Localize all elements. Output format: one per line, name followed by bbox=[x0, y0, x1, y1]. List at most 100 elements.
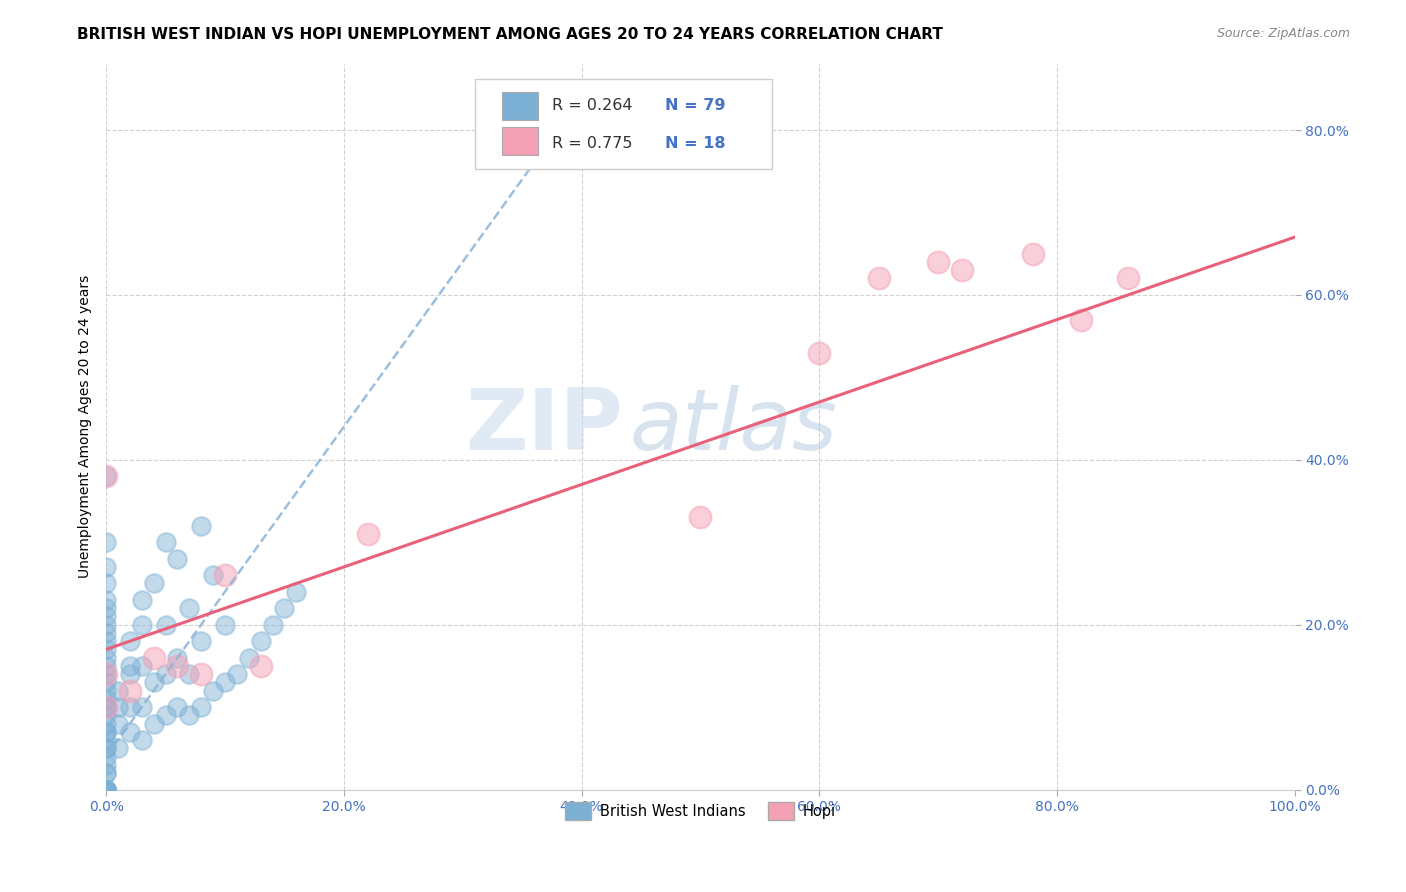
Legend: British West Indians, Hopi: British West Indians, Hopi bbox=[560, 797, 841, 826]
Point bbox=[107, 700, 129, 714]
Point bbox=[107, 741, 129, 756]
Point bbox=[96, 691, 118, 706]
Text: ZIP: ZIP bbox=[465, 385, 623, 468]
Point bbox=[249, 659, 271, 673]
Point bbox=[96, 749, 118, 764]
Point bbox=[96, 601, 118, 615]
Point bbox=[96, 609, 118, 624]
Point bbox=[118, 724, 141, 739]
Point bbox=[214, 617, 236, 632]
Point bbox=[96, 708, 118, 723]
Point bbox=[166, 650, 188, 665]
Point bbox=[131, 593, 153, 607]
Point bbox=[142, 716, 165, 731]
Point bbox=[179, 601, 201, 615]
Point bbox=[131, 733, 153, 747]
Text: BRITISH WEST INDIAN VS HOPI UNEMPLOYMENT AMONG AGES 20 TO 24 YEARS CORRELATION C: BRITISH WEST INDIAN VS HOPI UNEMPLOYMENT… bbox=[77, 27, 943, 42]
Point bbox=[96, 683, 118, 698]
Point bbox=[96, 782, 118, 797]
FancyBboxPatch shape bbox=[502, 128, 537, 154]
Point bbox=[249, 634, 271, 648]
FancyBboxPatch shape bbox=[502, 93, 537, 120]
Point bbox=[96, 675, 118, 690]
Point bbox=[96, 782, 118, 797]
Point bbox=[96, 766, 118, 780]
Point bbox=[96, 469, 118, 483]
Point bbox=[96, 757, 118, 772]
Text: R = 0.264: R = 0.264 bbox=[551, 98, 643, 113]
Point bbox=[96, 716, 118, 731]
Point bbox=[96, 667, 118, 681]
Point bbox=[107, 683, 129, 698]
Point bbox=[190, 634, 212, 648]
Point bbox=[96, 626, 118, 640]
Point bbox=[96, 700, 118, 714]
Point bbox=[1070, 312, 1092, 326]
Point bbox=[118, 683, 141, 698]
Point bbox=[96, 650, 118, 665]
Point bbox=[927, 255, 949, 269]
Point bbox=[166, 659, 188, 673]
Text: atlas: atlas bbox=[628, 385, 837, 468]
Point bbox=[118, 634, 141, 648]
Point bbox=[131, 700, 153, 714]
Point bbox=[166, 700, 188, 714]
Point bbox=[96, 724, 118, 739]
Point bbox=[190, 667, 212, 681]
Point bbox=[142, 650, 165, 665]
Point bbox=[96, 782, 118, 797]
Point bbox=[96, 741, 118, 756]
Point bbox=[118, 667, 141, 681]
Point bbox=[190, 700, 212, 714]
Point bbox=[155, 617, 177, 632]
FancyBboxPatch shape bbox=[475, 78, 772, 169]
Point bbox=[356, 527, 378, 541]
Point bbox=[96, 724, 118, 739]
Point bbox=[96, 782, 118, 797]
Point bbox=[155, 535, 177, 549]
Point bbox=[118, 659, 141, 673]
Point bbox=[96, 659, 118, 673]
Point bbox=[142, 675, 165, 690]
Point bbox=[262, 617, 284, 632]
Point bbox=[96, 667, 118, 681]
Text: N = 79: N = 79 bbox=[665, 98, 725, 113]
Point bbox=[202, 568, 225, 582]
Point bbox=[131, 617, 153, 632]
Point bbox=[155, 708, 177, 723]
Point bbox=[868, 271, 890, 285]
Text: N = 18: N = 18 bbox=[665, 136, 725, 152]
Point bbox=[166, 551, 188, 566]
Point bbox=[96, 733, 118, 747]
Point bbox=[96, 766, 118, 780]
Point bbox=[155, 667, 177, 681]
Point bbox=[96, 782, 118, 797]
Point bbox=[285, 584, 308, 599]
Point bbox=[96, 535, 118, 549]
Text: Source: ZipAtlas.com: Source: ZipAtlas.com bbox=[1216, 27, 1350, 40]
Point bbox=[96, 642, 118, 657]
Point bbox=[96, 617, 118, 632]
Point bbox=[1116, 271, 1139, 285]
Point bbox=[96, 700, 118, 714]
Point bbox=[96, 469, 118, 483]
Point bbox=[689, 510, 711, 524]
Point bbox=[107, 716, 129, 731]
Point bbox=[142, 576, 165, 591]
Point bbox=[808, 345, 831, 359]
Point bbox=[96, 782, 118, 797]
Point bbox=[96, 782, 118, 797]
Point bbox=[225, 667, 247, 681]
Point bbox=[273, 601, 295, 615]
Point bbox=[190, 518, 212, 533]
Point bbox=[96, 782, 118, 797]
Text: R = 0.775: R = 0.775 bbox=[551, 136, 643, 152]
Point bbox=[96, 576, 118, 591]
Point bbox=[118, 700, 141, 714]
Point bbox=[202, 683, 225, 698]
Point bbox=[96, 782, 118, 797]
Point bbox=[238, 650, 260, 665]
Point bbox=[96, 593, 118, 607]
Point bbox=[950, 263, 973, 277]
Point bbox=[96, 782, 118, 797]
